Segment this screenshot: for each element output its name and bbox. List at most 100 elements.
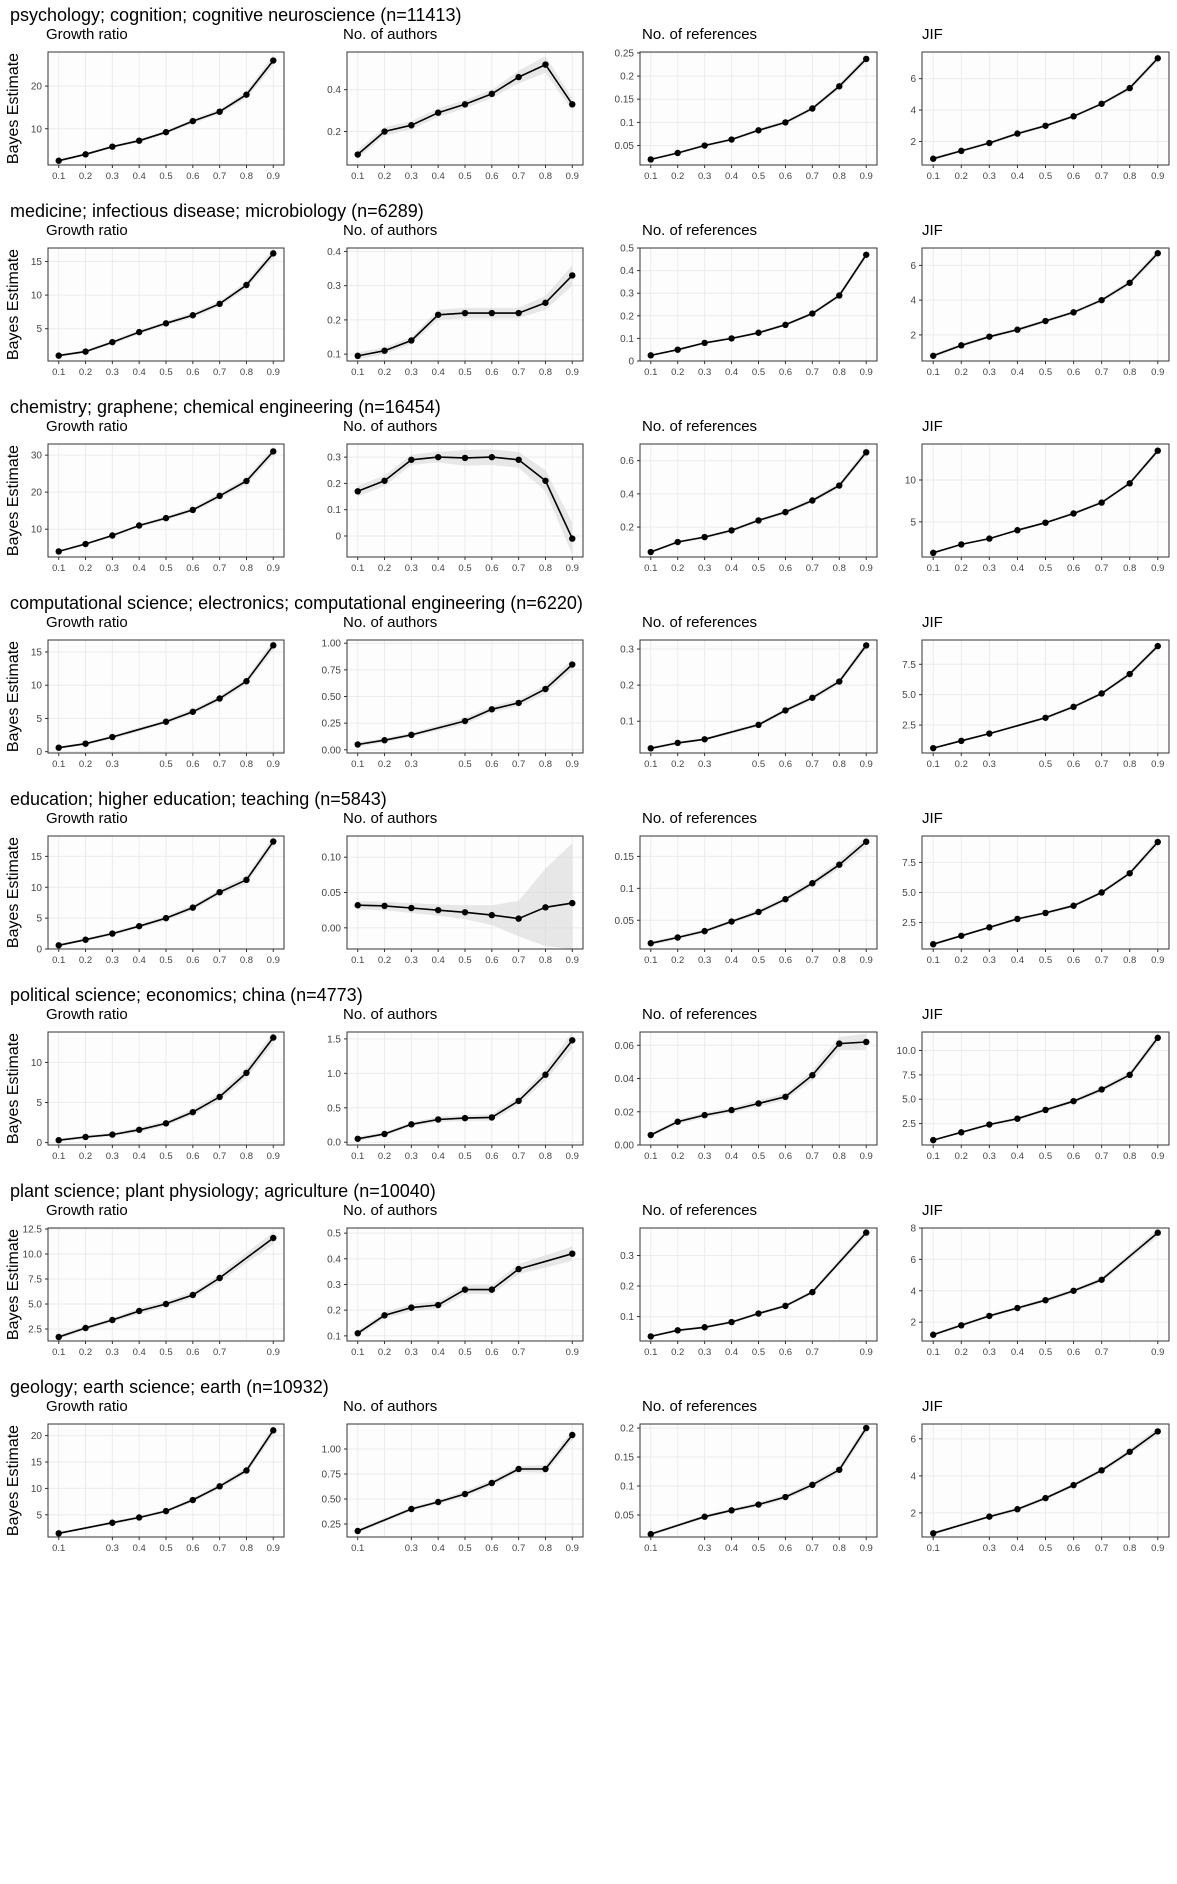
y-tick-label: 5 xyxy=(36,714,42,725)
x-tick-label: 0.1 xyxy=(351,563,364,574)
x-tick-label: 0.3 xyxy=(106,1543,119,1554)
x-tick-label: 0.9 xyxy=(566,171,579,182)
x-tick-label: 0.9 xyxy=(267,171,280,182)
panel-8-2: No. of authors 0.25 0.50 0.75 1.00 0.1 0.3 0.4 0… xyxy=(322,1398,584,1554)
x-tick-label: 0.3 xyxy=(983,171,996,182)
panel-8-3: No. of references 0.05 0.1 0.15 0.2 0.1 0.3 0.4… xyxy=(615,1398,878,1554)
x-tick-label: 0.1 xyxy=(351,171,364,182)
y-tick-label: 15 xyxy=(31,852,43,863)
y-tick-label: 0.3 xyxy=(327,281,341,292)
y-axis-label: Bayes Estimate xyxy=(5,53,22,164)
data-point xyxy=(216,888,223,896)
y-axis-label: Bayes Estimate xyxy=(5,1425,22,1536)
data-point xyxy=(408,337,415,344)
data-point xyxy=(986,333,993,340)
x-tick-label: 0.8 xyxy=(833,367,846,378)
data-point xyxy=(755,1100,762,1107)
data-point xyxy=(381,347,388,354)
data-point xyxy=(755,329,762,336)
data-point xyxy=(162,320,170,327)
data-point xyxy=(270,448,277,455)
data-point xyxy=(647,156,654,163)
data-point xyxy=(755,517,762,524)
data-point xyxy=(782,1302,789,1310)
data-point xyxy=(461,309,469,317)
panel-title: Growth ratio xyxy=(46,222,128,239)
x-tick-label: 0.4 xyxy=(725,1151,738,1162)
data-point xyxy=(782,119,789,126)
y-tick-label: 5.0 xyxy=(28,1300,42,1311)
x-tick-label: 0.6 xyxy=(485,563,498,574)
x-tick-label: 0.6 xyxy=(186,955,199,966)
panel-6-2: No. of authors 0.0 0.5 1.0 1.5 0.1 0.2 0.3 0.4 0.… xyxy=(327,1006,584,1162)
data-point xyxy=(1042,714,1049,721)
data-point xyxy=(569,535,576,542)
x-tick-label: 0.9 xyxy=(566,563,579,574)
panel-3-2: No. of authors 0 0.1 0.2 0.3 0.1 0.2 0.3 0.4 0.5 0… xyxy=(327,418,584,574)
data-point xyxy=(1126,1448,1133,1455)
data-point xyxy=(135,1126,143,1133)
data-point xyxy=(542,904,549,911)
x-tick-label: 0.7 xyxy=(1095,1151,1108,1162)
data-point xyxy=(55,1333,62,1341)
x-tick-label: 0.3 xyxy=(698,563,711,574)
data-point xyxy=(55,1136,62,1144)
y-tick-label: 0.00 xyxy=(615,1141,635,1152)
data-point xyxy=(1098,889,1105,896)
x-tick-label: 0.7 xyxy=(512,955,525,966)
x-tick-label: 0.1 xyxy=(52,1347,65,1358)
panel-title: No. of authors xyxy=(343,810,437,827)
y-tick-label: 0.5 xyxy=(620,244,634,255)
x-tick-label: 0.4 xyxy=(432,171,445,182)
x-tick-label: 0.2 xyxy=(671,955,684,966)
series-line xyxy=(650,1232,867,1338)
x-tick-label: 0.5 xyxy=(1039,367,1052,378)
x-tick-label: 0.7 xyxy=(806,171,819,182)
x-tick-label: 0.2 xyxy=(378,1347,391,1358)
x-tick-label: 0.3 xyxy=(698,1347,711,1358)
data-point xyxy=(930,549,937,557)
x-tick-label: 0.6 xyxy=(1067,759,1080,770)
data-point xyxy=(986,1312,993,1320)
x-tick-label: 0.2 xyxy=(378,1151,391,1162)
data-point xyxy=(515,1265,522,1273)
panel-7-3: No. of references 0.1 0.2 0.3 0.1 0.2 0.3 0.4 0.… xyxy=(620,1202,878,1358)
data-point xyxy=(515,1097,522,1105)
x-tick-label: 0.4 xyxy=(133,1543,146,1554)
data-point xyxy=(461,1490,469,1498)
x-tick-label: 0.7 xyxy=(213,367,226,378)
x-tick-label: 0.6 xyxy=(186,1543,199,1554)
data-point xyxy=(701,142,708,149)
y-tick-label: 0.75 xyxy=(322,1470,342,1481)
x-tick-label: 0.2 xyxy=(378,171,391,182)
data-point xyxy=(701,736,708,743)
panel-title: No. of references xyxy=(642,26,757,43)
x-tick-label: 0.8 xyxy=(539,171,552,182)
x-tick-label: 0.3 xyxy=(983,1151,996,1162)
data-point xyxy=(782,321,789,329)
x-tick-label: 0.2 xyxy=(671,1151,684,1162)
row-title: psychology; cognition; cognitive neurosc… xyxy=(10,5,461,25)
data-point xyxy=(647,1333,654,1340)
x-tick-label: 0.4 xyxy=(133,1151,146,1162)
data-point xyxy=(488,911,496,919)
data-point xyxy=(354,1527,361,1535)
y-tick-label: 2.5 xyxy=(28,1325,42,1336)
panel-title: JIF xyxy=(922,1202,943,1219)
x-tick-label: 0.4 xyxy=(1011,1347,1024,1358)
data-point xyxy=(461,101,469,108)
y-axis-label: Bayes Estimate xyxy=(5,1033,22,1144)
x-tick-label: 0.6 xyxy=(1067,563,1080,574)
y-tick-label: 10.0 xyxy=(23,1250,43,1261)
x-tick-label: 0.5 xyxy=(1039,1347,1052,1358)
y-tick-label: 0.2 xyxy=(327,127,341,138)
series-line xyxy=(932,1430,1159,1535)
x-tick-label: 0.6 xyxy=(186,1151,199,1162)
x-tick-label: 0.4 xyxy=(725,1347,738,1358)
panel-title: JIF xyxy=(922,1006,943,1023)
data-point xyxy=(189,1496,197,1504)
x-tick-label: 0.2 xyxy=(378,955,391,966)
x-tick-label: 0.3 xyxy=(106,1151,119,1162)
x-tick-label: 0.9 xyxy=(860,563,873,574)
